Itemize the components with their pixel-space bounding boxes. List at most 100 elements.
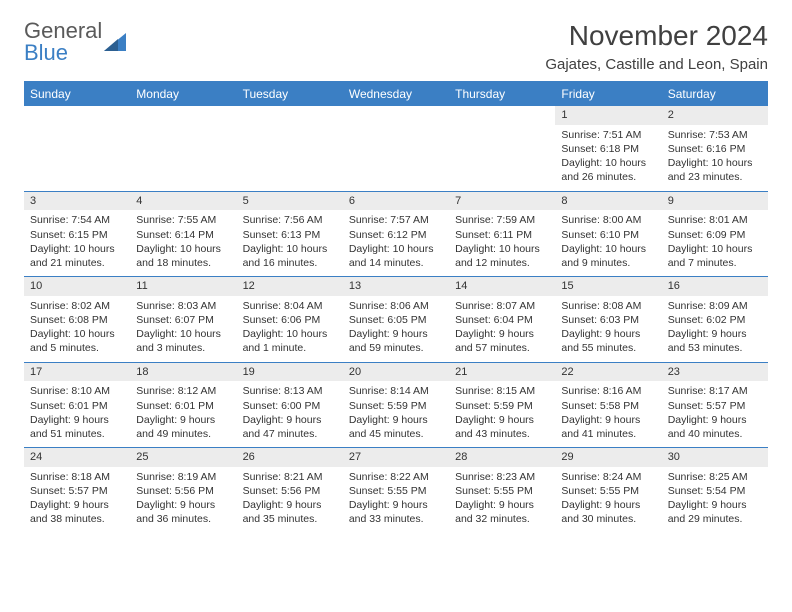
- daylight-text: Daylight: 9 hours and 38 minutes.: [30, 498, 124, 526]
- daylight-text: Daylight: 9 hours and 30 minutes.: [561, 498, 655, 526]
- sunset-text: Sunset: 5:58 PM: [561, 399, 655, 413]
- sunrise-text: Sunrise: 8:10 AM: [30, 384, 124, 398]
- sunrise-text: Sunrise: 8:15 AM: [455, 384, 549, 398]
- sunrise-text: Sunrise: 8:16 AM: [561, 384, 655, 398]
- sunset-text: Sunset: 6:08 PM: [30, 313, 124, 327]
- day-number: 13: [343, 277, 449, 296]
- sunrise-text: Sunrise: 7:57 AM: [349, 213, 443, 227]
- weekday-header: Thursday: [449, 82, 555, 106]
- sunset-text: Sunset: 5:59 PM: [455, 399, 549, 413]
- sunset-text: Sunset: 6:01 PM: [136, 399, 230, 413]
- sunrise-text: Sunrise: 8:13 AM: [243, 384, 337, 398]
- calendar-day-cell: 19 Sunrise: 8:13 AMSunset: 6:00 PMDayligh…: [237, 362, 343, 448]
- sunset-text: Sunset: 6:18 PM: [561, 142, 655, 156]
- calendar-day-cell: [237, 106, 343, 192]
- sunset-text: Sunset: 5:57 PM: [668, 399, 762, 413]
- day-content: Sunrise: 8:01 AMSunset: 6:09 PMDaylight:…: [662, 210, 768, 276]
- day-content: Sunrise: 8:23 AMSunset: 5:55 PMDaylight:…: [449, 467, 555, 533]
- calendar-day-cell: 6Sunrise: 7:57 AMSunset: 6:12 PMDaylight…: [343, 191, 449, 277]
- sunrise-text: Sunrise: 8:17 AM: [668, 384, 762, 398]
- sunset-text: Sunset: 5:55 PM: [455, 484, 549, 498]
- daylight-text: Daylight: 10 hours and 5 minutes.: [30, 327, 124, 355]
- calendar-day-cell: 12Sunrise: 8:04 AMSunset: 6:06 PMDayligh…: [237, 277, 343, 363]
- sunrise-text: Sunrise: 8:06 AM: [349, 299, 443, 313]
- daylight-text: Daylight: 9 hours and 43 minutes.: [455, 413, 549, 441]
- day-number: 30: [662, 448, 768, 467]
- sunset-text: Sunset: 6:00 PM: [243, 399, 337, 413]
- calendar-day-cell: 9Sunrise: 8:01 AMSunset: 6:09 PMDaylight…: [662, 191, 768, 277]
- day-content: Sunrise: 8:04 AMSunset: 6:06 PMDaylight:…: [237, 296, 343, 362]
- daylight-text: Daylight: 10 hours and 21 minutes.: [30, 242, 124, 270]
- calendar-day-cell: 14Sunrise: 8:07 AMSunset: 6:04 PMDayligh…: [449, 277, 555, 363]
- day-number: 3: [24, 192, 130, 211]
- day-content: Sunrise: 8:06 AMSunset: 6:05 PMDaylight:…: [343, 296, 449, 362]
- weekday-header: Sunday: [24, 82, 130, 106]
- day-number: 19: [237, 363, 343, 382]
- sunrise-text: Sunrise: 8:07 AM: [455, 299, 549, 313]
- weekday-header: Tuesday: [237, 82, 343, 106]
- day-number: 5: [237, 192, 343, 211]
- day-number: 16: [662, 277, 768, 296]
- day-content: Sunrise: 8:02 AMSunset: 6:08 PMDaylight:…: [24, 296, 130, 362]
- calendar-day-cell: 23Sunrise: 8:17 AMSunset: 5:57 PMDayligh…: [662, 362, 768, 448]
- sunrise-text: Sunrise: 8:08 AM: [561, 299, 655, 313]
- calendar-day-cell: [449, 106, 555, 192]
- day-content: Sunrise: 8:12 AMSunset: 6:01 PMDaylight:…: [130, 381, 236, 447]
- sunrise-text: Sunrise: 8:01 AM: [668, 213, 762, 227]
- day-content: Sunrise: 8:08 AMSunset: 6:03 PMDaylight:…: [555, 296, 661, 362]
- daylight-text: Daylight: 9 hours and 32 minutes.: [455, 498, 549, 526]
- day-number: 14: [449, 277, 555, 296]
- weekday-header: Saturday: [662, 82, 768, 106]
- sunrise-text: Sunrise: 7:59 AM: [455, 213, 549, 227]
- sunset-text: Sunset: 5:59 PM: [349, 399, 443, 413]
- day-content: Sunrise: 8:17 AMSunset: 5:57 PMDaylight:…: [662, 381, 768, 447]
- day-content: Sunrise: 7:55 AMSunset: 6:14 PMDaylight:…: [130, 210, 236, 276]
- sunset-text: Sunset: 6:15 PM: [30, 228, 124, 242]
- sunrise-text: Sunrise: 8:24 AM: [561, 470, 655, 484]
- sunset-text: Sunset: 6:14 PM: [136, 228, 230, 242]
- calendar-day-cell: 4Sunrise: 7:55 AMSunset: 6:14 PMDaylight…: [130, 191, 236, 277]
- sunset-text: Sunset: 6:01 PM: [30, 399, 124, 413]
- calendar-day-cell: 24Sunrise: 8:18 AMSunset: 5:57 PMDayligh…: [24, 448, 130, 533]
- daylight-text: Daylight: 9 hours and 59 minutes.: [349, 327, 443, 355]
- sunset-text: Sunset: 6:12 PM: [349, 228, 443, 242]
- sunrise-text: Sunrise: 8:04 AM: [243, 299, 337, 313]
- day-content: Sunrise: 7:54 AMSunset: 6:15 PMDaylight:…: [24, 210, 130, 276]
- calendar-day-cell: 26Sunrise: 8:21 AMSunset: 5:56 PMDayligh…: [237, 448, 343, 533]
- day-number: 27: [343, 448, 449, 467]
- calendar-day-cell: 20Sunrise: 8:14 AMSunset: 5:59 PMDayligh…: [343, 362, 449, 448]
- day-content: Sunrise: 8:10 AMSunset: 6:01 PMDaylight:…: [24, 381, 130, 447]
- sunrise-text: Sunrise: 8:23 AM: [455, 470, 549, 484]
- day-content: Sunrise: 8:21 AMSunset: 5:56 PMDaylight:…: [237, 467, 343, 533]
- calendar-day-cell: 7Sunrise: 7:59 AMSunset: 6:11 PMDaylight…: [449, 191, 555, 277]
- sunset-text: Sunset: 6:16 PM: [668, 142, 762, 156]
- calendar-day-cell: 21Sunrise: 8:15 AMSunset: 5:59 PMDayligh…: [449, 362, 555, 448]
- daylight-text: Daylight: 9 hours and 57 minutes.: [455, 327, 549, 355]
- day-content: Sunrise: 8:15 AMSunset: 5:59 PMDaylight:…: [449, 381, 555, 447]
- sunset-text: Sunset: 5:54 PM: [668, 484, 762, 498]
- daylight-text: Daylight: 9 hours and 49 minutes.: [136, 413, 230, 441]
- sunrise-text: Sunrise: 7:55 AM: [136, 213, 230, 227]
- day-number: 21: [449, 363, 555, 382]
- day-content: Sunrise: 8:14 AMSunset: 5:59 PMDaylight:…: [343, 381, 449, 447]
- daylight-text: Daylight: 9 hours and 35 minutes.: [243, 498, 337, 526]
- logo-text-top: General: [24, 20, 102, 42]
- sunrise-text: Sunrise: 8:21 AM: [243, 470, 337, 484]
- calendar-day-cell: [343, 106, 449, 192]
- day-content: Sunrise: 8:25 AMSunset: 5:54 PMDaylight:…: [662, 467, 768, 533]
- calendar-day-cell: 2Sunrise: 7:53 AMSunset: 6:16 PMDaylight…: [662, 106, 768, 192]
- sunrise-text: Sunrise: 8:09 AM: [668, 299, 762, 313]
- daylight-text: Daylight: 10 hours and 18 minutes.: [136, 242, 230, 270]
- sunset-text: Sunset: 5:55 PM: [561, 484, 655, 498]
- day-number: 11: [130, 277, 236, 296]
- daylight-text: Daylight: 9 hours and 47 minutes.: [243, 413, 337, 441]
- daylight-text: Daylight: 9 hours and 40 minutes.: [668, 413, 762, 441]
- sunrise-text: Sunrise: 7:54 AM: [30, 213, 124, 227]
- daylight-text: Daylight: 9 hours and 51 minutes.: [30, 413, 124, 441]
- day-content: Sunrise: 7:59 AMSunset: 6:11 PMDaylight:…: [449, 210, 555, 276]
- daylight-text: Daylight: 10 hours and 23 minutes.: [668, 156, 762, 184]
- sunrise-text: Sunrise: 8:19 AM: [136, 470, 230, 484]
- daylight-text: Daylight: 10 hours and 26 minutes.: [561, 156, 655, 184]
- calendar-week-row: 10Sunrise: 8:02 AMSunset: 6:08 PMDayligh…: [24, 277, 768, 363]
- daylight-text: Daylight: 10 hours and 9 minutes.: [561, 242, 655, 270]
